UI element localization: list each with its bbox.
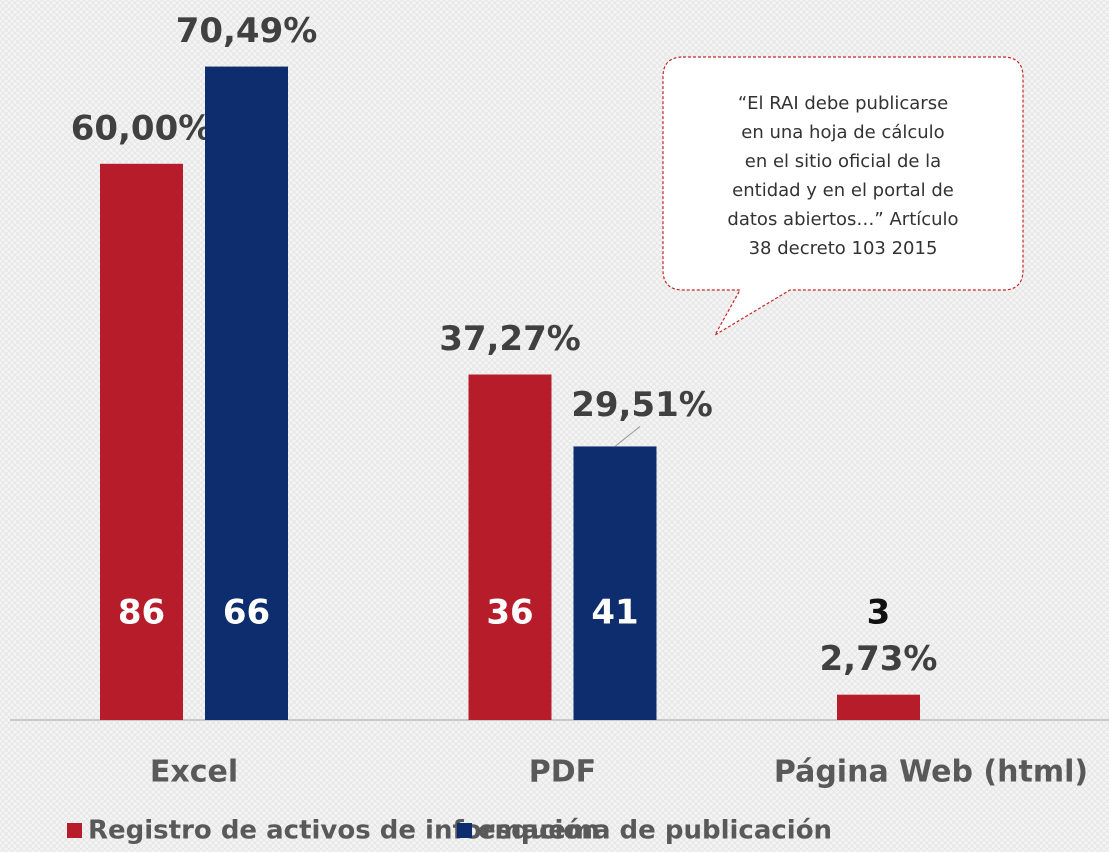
count-label: 3 xyxy=(867,593,891,633)
legend-swatch xyxy=(67,823,82,838)
value-label: 37,27% xyxy=(439,319,581,359)
bar xyxy=(205,66,288,721)
annotation: en una hoja de cálculo xyxy=(741,122,944,143)
x-tick-label: Página Web (html) xyxy=(774,755,1088,790)
annotation: en el sitio oficial de la xyxy=(745,151,941,172)
bar xyxy=(100,163,183,721)
count-label: 86 xyxy=(118,593,165,633)
value-label: 60,00% xyxy=(71,108,213,148)
callout xyxy=(662,56,1024,337)
annotation: 38 decreto 103 2015 xyxy=(749,238,938,259)
annotation: “El RAI debe publicarse xyxy=(738,93,948,114)
value-label: 70,49% xyxy=(176,11,318,51)
leader-line xyxy=(614,426,641,447)
annotation: datos abiertos…” Artículo xyxy=(727,209,958,230)
value-label: 29,51% xyxy=(571,385,713,425)
legend-label: esquema de publicación xyxy=(478,816,832,846)
legend-label: Registro de activos de información xyxy=(88,816,600,846)
bar xyxy=(468,374,552,720)
legend-swatch xyxy=(457,823,472,838)
annotation: entidad y en el portal de xyxy=(732,180,954,201)
x-tick-label: Excel xyxy=(150,755,238,790)
bar xyxy=(837,694,920,720)
x-tick-label: PDF xyxy=(529,755,596,790)
count-label: 66 xyxy=(223,593,270,633)
bar xyxy=(573,446,657,720)
value-label: 2,73% xyxy=(820,639,938,679)
count-label: 41 xyxy=(591,593,638,633)
count-label: 36 xyxy=(486,593,533,633)
